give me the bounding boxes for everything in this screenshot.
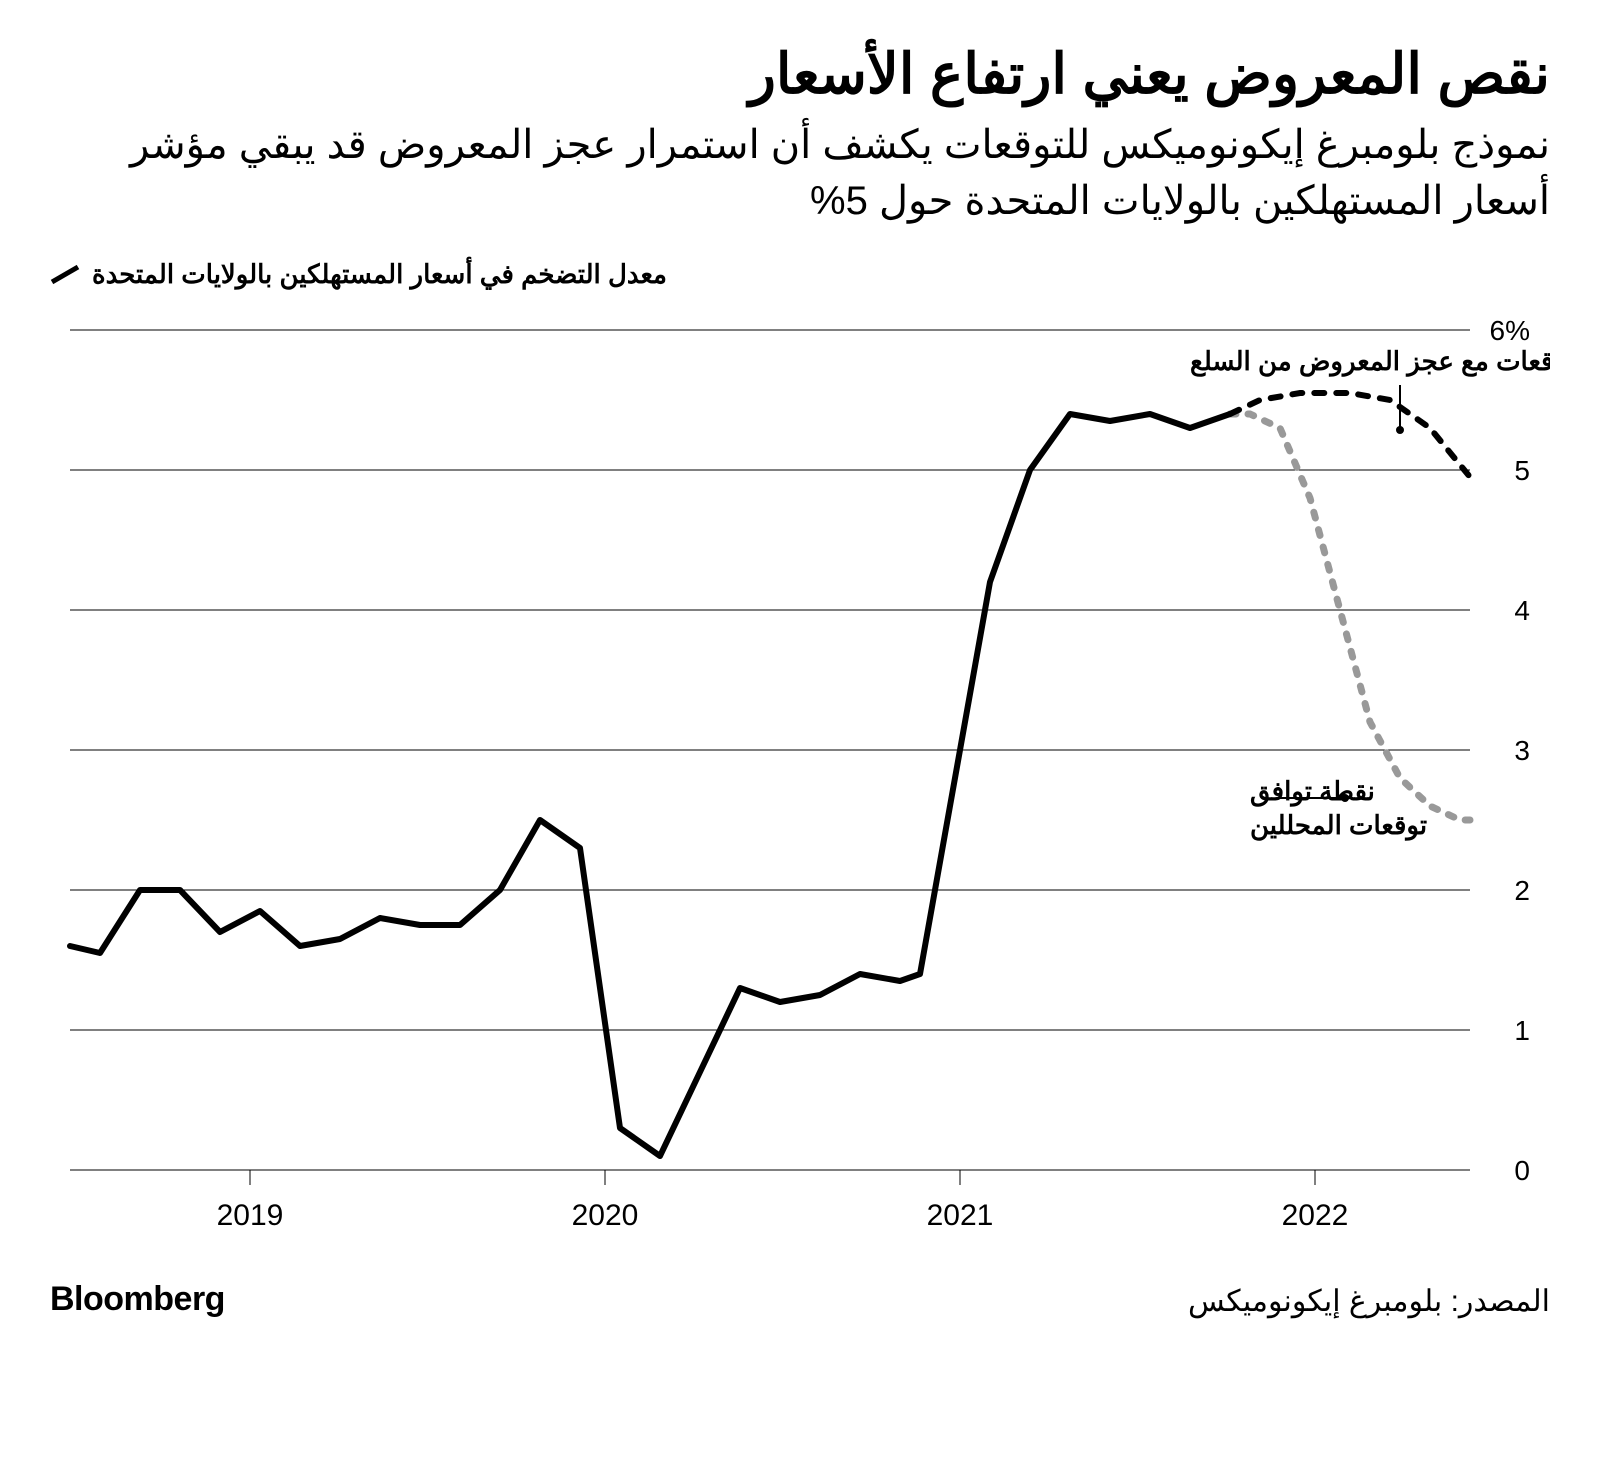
chart-title: نقص المعروض يعني ارتفاع الأسعار [50, 40, 1550, 107]
svg-text:5: 5 [1514, 455, 1530, 486]
brand-logo: Bloomberg [50, 1280, 225, 1319]
svg-text:توقعات المحللين: توقعات المحللين [1250, 810, 1427, 841]
svg-text:0: 0 [1514, 1155, 1530, 1186]
svg-text:3: 3 [1514, 735, 1530, 766]
svg-text:1: 1 [1514, 1015, 1530, 1046]
source-text: المصدر: بلومبرغ إيكونوميكس [1188, 1284, 1550, 1319]
svg-text:6%: 6% [1490, 315, 1530, 346]
legend-line-icon [51, 265, 79, 284]
legend-label: معدل التضخم في أسعار المستهلكين بالولايا… [92, 259, 667, 290]
legend: معدل التضخم في أسعار المستهلكين بالولايا… [50, 259, 1550, 290]
footer: Bloomberg المصدر: بلومبرغ إيكونوميكس [50, 1280, 1550, 1319]
svg-text:2: 2 [1514, 875, 1530, 906]
svg-text:التوقعات مع عجز المعروض من الس: التوقعات مع عجز المعروض من السلع [1190, 346, 1550, 377]
svg-text:2020: 2020 [572, 1199, 639, 1232]
svg-text:4: 4 [1514, 595, 1530, 626]
chart-subtitle: نموذج بلومبرغ إيكونوميكس للتوقعات يكشف أ… [50, 117, 1550, 229]
svg-text:2019: 2019 [217, 1199, 284, 1232]
svg-text:2021: 2021 [927, 1199, 994, 1232]
svg-text:2022: 2022 [1282, 1199, 1349, 1232]
chart-area: 0 1 2 3 4 5 6% 2019 2020 2021 2022 التوقعات مع عجز … [50, 310, 1550, 1250]
svg-text:نقطة توافق: نقطة توافق [1250, 776, 1375, 807]
line-chart: 0 1 2 3 4 5 6% 2019 2020 2021 2022 التوقعات مع عجز … [50, 310, 1550, 1250]
